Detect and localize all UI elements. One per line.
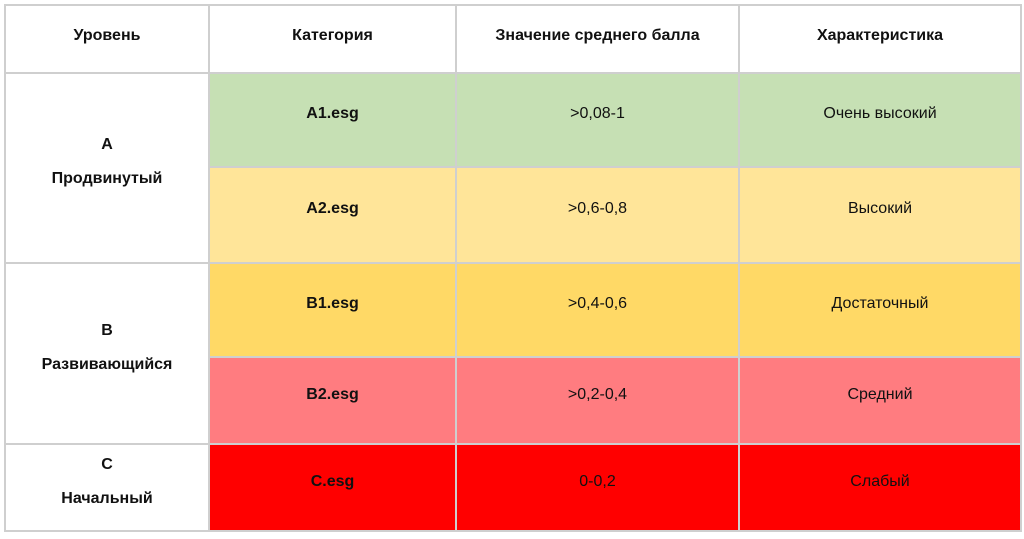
category-cell: A1.esg bbox=[208, 72, 457, 168]
level-code: C bbox=[101, 455, 113, 473]
table-row: A2.esg >0,6-0,8 Высокий bbox=[5, 166, 1022, 264]
header-row: Уровень Категория Значение среднего балл… bbox=[4, 4, 1022, 74]
score-cell: >0,6-0,8 bbox=[455, 166, 740, 264]
score-cell: >0,4-0,6 bbox=[455, 262, 740, 358]
level-cell-a: A Продвинутый bbox=[4, 72, 210, 264]
header-score: Значение среднего балла bbox=[455, 4, 740, 74]
description-cell: Средний bbox=[738, 356, 1022, 445]
table-row: B2.esg >0,2-0,4 Средний bbox=[5, 356, 1022, 445]
table-row: A Продвинутый A1.esg >0,08-1 Очень высок… bbox=[4, 72, 1022, 264]
header-description: Характеристика bbox=[738, 4, 1022, 74]
score-cell: >0,08-1 bbox=[455, 72, 740, 168]
esg-levels-table: Уровень Категория Значение среднего балл… bbox=[4, 4, 1022, 532]
description-cell: Очень высокий bbox=[738, 72, 1022, 168]
level-cell-b: B Развивающийся bbox=[4, 262, 210, 445]
level-cell-c: C Начальный bbox=[4, 443, 210, 532]
description-cell: Слабый bbox=[738, 443, 1022, 532]
description-cell: Достаточный bbox=[738, 262, 1022, 358]
score-cell: >0,2-0,4 bbox=[455, 356, 740, 445]
level-code: A bbox=[101, 136, 113, 153]
description-cell: Высокий bbox=[738, 166, 1022, 264]
header-level: Уровень bbox=[4, 4, 210, 74]
score-cell: 0-0,2 bbox=[455, 443, 740, 532]
header-category: Категория bbox=[208, 4, 457, 74]
table-row: B Развивающийся B1.esg >0,4-0,6 Достаточ… bbox=[4, 262, 1022, 445]
level-code: B bbox=[101, 321, 113, 339]
category-cell: A2.esg bbox=[208, 166, 457, 264]
category-cell: C.esg bbox=[208, 443, 457, 532]
category-cell: B2.esg bbox=[208, 356, 457, 445]
table-row: C Начальный C.esg 0-0,2 Слабый bbox=[4, 443, 1022, 532]
level-name: Начальный bbox=[61, 489, 153, 507]
level-name: Продвинутый bbox=[51, 170, 163, 187]
category-cell: B1.esg bbox=[208, 262, 457, 358]
level-name: Развивающийся bbox=[41, 355, 173, 373]
